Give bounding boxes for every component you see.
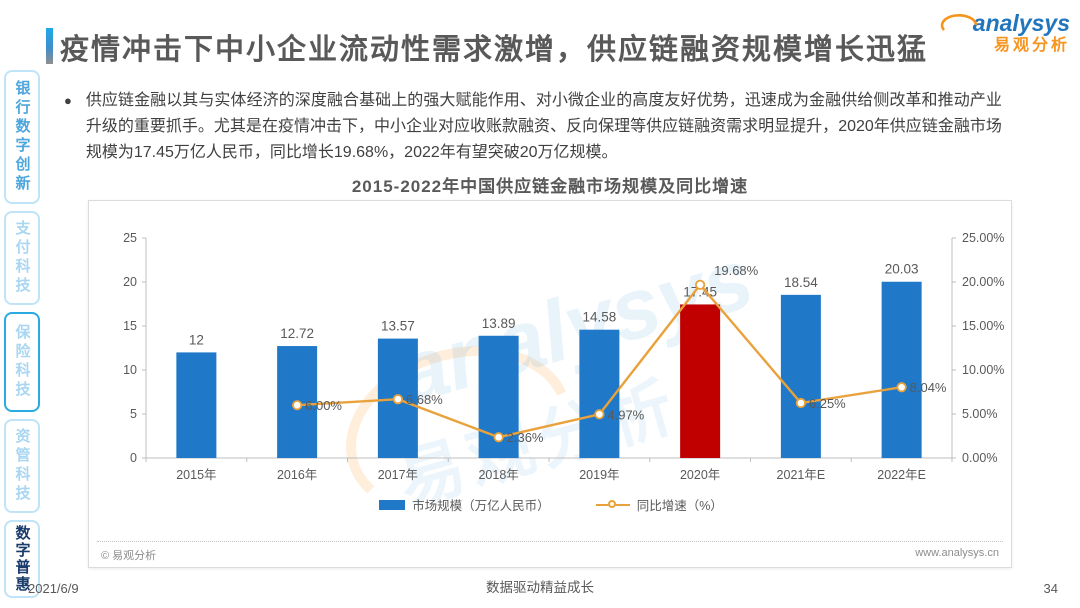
svg-text:2017年: 2017年 <box>378 468 418 482</box>
svg-text:2018年: 2018年 <box>478 468 518 482</box>
svg-text:13.57: 13.57 <box>381 319 415 334</box>
svg-text:15: 15 <box>123 319 137 333</box>
combo-chart: 0 5 10 15 20 25 0.00% 5.00% 10.00% 15.00% 20.00% 25… <box>123 231 1004 482</box>
sidebar-item-asset-mgmt-tech[interactable]: 资管科技 <box>4 419 40 513</box>
legend-item-line: 同比增速（%） <box>595 495 723 514</box>
svg-text:5: 5 <box>130 407 137 421</box>
svg-text:2020年: 2020年 <box>680 468 720 482</box>
sidebar-item-bank-digital[interactable]: 银行数字创新 <box>4 70 40 204</box>
logo-brand-text: analysys <box>972 10 1070 36</box>
card-footer: © 易观分析 www.analysys.cn <box>101 547 999 563</box>
svg-text:14.58: 14.58 <box>582 310 616 325</box>
chart-card: analysys 易观分析 0 5 10 15 20 25 0.00% 5.00% 10.00%… <box>88 200 1012 568</box>
footer-slogan: 数据驱动精益成长 <box>486 580 594 595</box>
svg-text:2016年: 2016年 <box>277 468 317 482</box>
page-title: 疫情冲击下中小企业流动性需求激增，供应链融资规模增长迅猛 <box>60 34 929 66</box>
analysys-logo: analysys 易观分析 <box>940 10 1070 55</box>
title-accent-bar <box>46 28 53 64</box>
svg-text:2021年E: 2021年E <box>777 468 826 482</box>
chart-title: 2015-2022年中国供应链金融市场规模及同比增速 <box>351 177 749 196</box>
svg-text:6.00%: 6.00% <box>305 398 342 413</box>
sidebar-item-payment-tech[interactable]: 支付科技 <box>4 211 40 305</box>
svg-text:2.36%: 2.36% <box>507 430 544 445</box>
svg-text:0: 0 <box>130 451 137 465</box>
svg-text:15.00%: 15.00% <box>962 319 1004 333</box>
svg-text:20.00%: 20.00% <box>962 275 1004 289</box>
summary-text: 供应链金融以其与实体经济的深度融合基础上的强大赋能作用、对小微企业的高度友好优势… <box>85 92 1002 161</box>
sidebar: 银行数字创新 支付科技 保险科技 资管科技 数字普惠 <box>4 70 42 598</box>
copyright-label: © 易观分析 <box>101 550 157 562</box>
svg-text:2019年: 2019年 <box>579 468 619 482</box>
website-link[interactable]: www.analysys.cn <box>915 547 999 559</box>
svg-text:8.04%: 8.04% <box>910 380 947 395</box>
card-divider <box>97 541 1003 542</box>
svg-text:25: 25 <box>123 231 137 245</box>
svg-text:6.25%: 6.25% <box>809 396 846 411</box>
line-swatch-icon <box>595 499 630 510</box>
svg-text:19.68%: 19.68% <box>714 263 759 278</box>
svg-text:10.00%: 10.00% <box>962 363 1004 377</box>
sidebar-item-insurance-tech[interactable]: 保险科技 <box>4 312 40 412</box>
svg-text:5.00%: 5.00% <box>962 407 997 421</box>
sidebar-item-digital-inclusion[interactable]: 数字普惠 <box>4 520 40 598</box>
svg-text:18.54: 18.54 <box>784 275 818 290</box>
svg-text:12: 12 <box>189 332 204 347</box>
chart-legend: 市场规模（万亿人民币） 同比增速（%） <box>89 495 1013 514</box>
svg-text:20: 20 <box>123 275 137 289</box>
svg-text:0.00%: 0.00% <box>962 451 997 465</box>
svg-text:12.72: 12.72 <box>280 326 314 341</box>
svg-text:10: 10 <box>123 363 137 377</box>
svg-text:2015年: 2015年 <box>176 468 216 482</box>
logo-brand-cn: 易观分析 <box>993 37 1070 54</box>
svg-text:13.89: 13.89 <box>482 316 516 331</box>
footer-date: 2021/6/9 <box>28 581 79 596</box>
legend-item-bar: 市场规模（万亿人民币） <box>379 495 550 514</box>
summary-bullet: ● 供应链金融以其与实体经济的深度融合基础上的强大赋能作用、对小微企业的高度友好… <box>64 88 1014 166</box>
svg-text:6.68%: 6.68% <box>406 392 443 407</box>
svg-text:4.97%: 4.97% <box>607 407 644 422</box>
bullet-icon: ● <box>64 93 72 108</box>
bar-swatch-icon <box>379 499 406 510</box>
svg-text:2022年E: 2022年E <box>877 468 926 482</box>
legend-bar-label: 市场规模（万亿人民币） <box>412 499 550 513</box>
svg-text:25.00%: 25.00% <box>962 231 1004 245</box>
legend-line-label: 同比增速（%） <box>636 499 723 513</box>
svg-text:20.03: 20.03 <box>885 262 919 277</box>
logo-swoosh-icon <box>938 8 980 39</box>
footer-page-number: 34 <box>1043 581 1058 596</box>
